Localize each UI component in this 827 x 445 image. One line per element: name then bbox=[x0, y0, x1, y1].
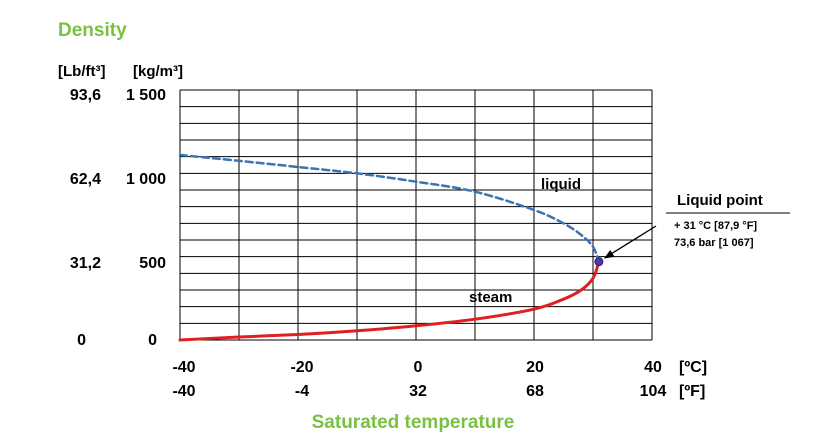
x-tick-celsius: 0 bbox=[414, 359, 423, 376]
y-ticks-right: 1 500 1 000 500 0 bbox=[126, 87, 166, 349]
liquid-point-annotation: Liquid point + 31 °C [87,9 °F] 73,6 bar … bbox=[603, 192, 790, 259]
annotation-arrow-head bbox=[603, 249, 615, 259]
x-tick-celsius: 40 bbox=[644, 359, 662, 376]
x-unit-celsius: [ºC] bbox=[679, 359, 707, 376]
y-tick-right: 0 bbox=[148, 332, 157, 349]
y-tick-left: 93,6 bbox=[70, 87, 101, 104]
x-tick-celsius: -20 bbox=[290, 359, 313, 376]
y-unit-right: [kg/m³] bbox=[133, 63, 183, 80]
series-line-steam bbox=[178, 260, 601, 342]
series-line-liquid bbox=[178, 153, 601, 263]
annotation-arrow-line bbox=[609, 225, 657, 256]
x-ticks-fahrenheit: -40 -4 32 68 104 bbox=[172, 383, 666, 400]
series-layer bbox=[178, 153, 604, 342]
liquid-point-marker bbox=[594, 257, 604, 267]
grid bbox=[179, 89, 653, 341]
y-tick-right: 1 000 bbox=[126, 171, 166, 188]
y-ticks-left: 93,6 62,4 31,2 0 bbox=[70, 87, 101, 349]
x-tick-fahrenheit: -40 bbox=[172, 383, 195, 400]
annotation-title: Liquid point bbox=[677, 192, 763, 209]
y-tick-right: 500 bbox=[139, 255, 166, 272]
y-tick-right: 1 500 bbox=[126, 87, 166, 104]
series-label-steam: steam bbox=[469, 289, 512, 306]
y-tick-left: 31,2 bbox=[70, 255, 101, 272]
y-tick-left: 0 bbox=[77, 332, 86, 349]
y-unit-left: [Lb/ft³] bbox=[58, 63, 105, 80]
x-unit-fahrenheit: [ºF] bbox=[679, 383, 705, 400]
x-tick-celsius: -40 bbox=[172, 359, 195, 376]
x-tick-fahrenheit: 68 bbox=[526, 383, 544, 400]
x-axis-label: Saturated temperature bbox=[312, 412, 515, 433]
annotation-line1: + 31 °C [87,9 °F] bbox=[674, 220, 757, 232]
x-tick-fahrenheit: 32 bbox=[409, 383, 427, 400]
x-tick-fahrenheit: 104 bbox=[640, 383, 667, 400]
x-tick-celsius: 20 bbox=[526, 359, 544, 376]
series-label-liquid: liquid bbox=[541, 176, 581, 193]
x-tick-fahrenheit: -4 bbox=[295, 383, 309, 400]
chart-title: Density bbox=[58, 20, 127, 41]
annotation-line2: 73,6 bar [1 067] bbox=[674, 237, 754, 249]
y-tick-left: 62,4 bbox=[70, 171, 101, 188]
x-ticks-celsius: -40 -20 0 20 40 bbox=[172, 359, 662, 376]
